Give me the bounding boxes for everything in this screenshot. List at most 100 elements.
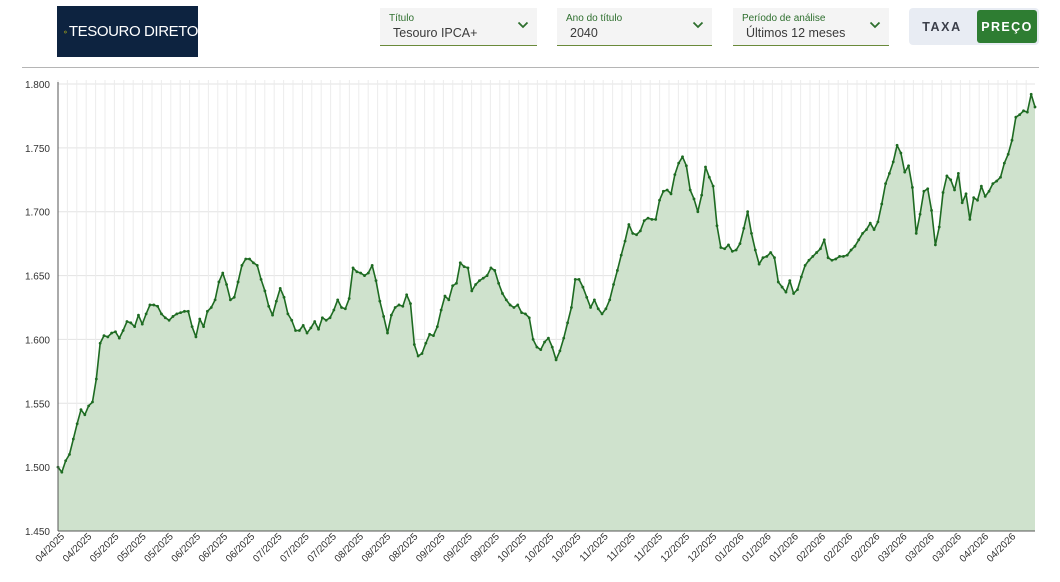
data-point bbox=[271, 313, 274, 317]
data-point bbox=[914, 232, 918, 235]
data-point bbox=[255, 263, 259, 267]
data-point bbox=[646, 216, 650, 220]
data-point bbox=[167, 318, 171, 322]
data-point bbox=[987, 189, 991, 193]
titulo-select-label: Título bbox=[389, 13, 415, 24]
ano-titulo-select[interactable]: Ano do título 2040 bbox=[557, 8, 712, 46]
data-point bbox=[1006, 152, 1010, 156]
data-point bbox=[206, 309, 209, 313]
data-point bbox=[301, 323, 305, 327]
data-point bbox=[991, 182, 995, 186]
data-point bbox=[175, 312, 179, 316]
tesouro-direto-logo[interactable]: TESOURO DIRETO bbox=[57, 6, 198, 57]
tesouro-direto-emblem-icon bbox=[64, 30, 67, 33]
data-point bbox=[650, 217, 654, 221]
data-point bbox=[370, 263, 374, 267]
data-point bbox=[570, 306, 573, 309]
taxa-preco-toggle[interactable]: TAXA PREÇO bbox=[909, 8, 1039, 45]
data-point bbox=[918, 212, 922, 216]
y-tick-label: 1.550 bbox=[25, 399, 50, 410]
data-point bbox=[309, 326, 313, 330]
header-divider bbox=[22, 67, 1039, 68]
data-point bbox=[171, 315, 175, 318]
data-point bbox=[845, 253, 849, 257]
data-point bbox=[550, 345, 554, 349]
data-point bbox=[960, 201, 964, 205]
data-point bbox=[455, 281, 458, 285]
data-point bbox=[819, 247, 822, 251]
data-point bbox=[156, 304, 160, 308]
data-point bbox=[232, 295, 236, 299]
preco-toggle-button[interactable]: PREÇO bbox=[977, 10, 1037, 43]
data-point bbox=[409, 302, 412, 306]
data-point bbox=[562, 336, 566, 340]
data-point bbox=[891, 160, 895, 164]
taxa-toggle-button[interactable]: TAXA bbox=[922, 19, 962, 34]
data-point bbox=[964, 192, 968, 196]
data-point bbox=[412, 343, 416, 346]
data-point bbox=[865, 228, 868, 231]
data-point bbox=[259, 278, 263, 281]
data-point bbox=[999, 175, 1002, 179]
data-point bbox=[615, 269, 619, 272]
data-point bbox=[366, 271, 370, 275]
data-point bbox=[516, 303, 520, 307]
data-point bbox=[374, 279, 378, 283]
data-point bbox=[64, 459, 68, 463]
data-point bbox=[347, 297, 351, 300]
data-point bbox=[202, 325, 205, 329]
data-point bbox=[313, 320, 317, 323]
data-point bbox=[619, 253, 623, 257]
y-tick-label: 1.800 bbox=[25, 80, 50, 91]
data-point bbox=[252, 261, 255, 265]
periodo-analise-select-value: Últimos 12 meses bbox=[746, 26, 846, 40]
data-point bbox=[907, 164, 910, 168]
x-tick-label: 04/2026 bbox=[985, 531, 1019, 565]
data-point bbox=[75, 422, 79, 426]
data-point bbox=[723, 247, 727, 251]
data-point bbox=[363, 274, 366, 277]
data-point bbox=[493, 269, 497, 272]
data-point bbox=[424, 341, 428, 345]
data-point bbox=[807, 258, 811, 262]
data-point bbox=[340, 306, 343, 309]
y-tick-label: 1.450 bbox=[25, 527, 50, 538]
periodo-analise-select[interactable]: Período de análise Últimos 12 meses bbox=[733, 8, 889, 46]
data-point bbox=[849, 248, 853, 252]
data-point bbox=[432, 334, 435, 337]
data-point bbox=[792, 292, 796, 295]
data-point bbox=[183, 309, 186, 313]
data-point bbox=[179, 311, 183, 315]
data-point bbox=[826, 256, 830, 260]
data-point bbox=[386, 331, 389, 335]
titulo-select[interactable]: Título Tesouro IPCA+ bbox=[380, 8, 537, 46]
data-point bbox=[773, 256, 776, 260]
data-point bbox=[853, 244, 857, 248]
data-point bbox=[512, 306, 516, 309]
data-point bbox=[995, 179, 999, 183]
data-point bbox=[225, 283, 228, 286]
data-point bbox=[554, 358, 558, 362]
data-point bbox=[524, 312, 527, 316]
data-point bbox=[305, 331, 309, 335]
data-point bbox=[1029, 92, 1033, 96]
data-point bbox=[416, 354, 420, 358]
data-point bbox=[443, 294, 447, 298]
data-point bbox=[976, 198, 979, 202]
data-point bbox=[478, 279, 481, 283]
data-point bbox=[359, 271, 363, 275]
data-point bbox=[221, 271, 225, 275]
data-point bbox=[815, 251, 819, 254]
data-point bbox=[240, 263, 244, 267]
data-point bbox=[290, 318, 294, 322]
data-point bbox=[876, 220, 880, 224]
data-point bbox=[784, 290, 788, 294]
data-point bbox=[68, 452, 71, 456]
data-point bbox=[715, 224, 719, 228]
data-point bbox=[79, 408, 83, 412]
data-point bbox=[531, 338, 535, 341]
data-point bbox=[746, 210, 750, 214]
titulo-select-value: Tesouro IPCA+ bbox=[393, 26, 478, 40]
data-point bbox=[117, 336, 121, 340]
data-point bbox=[926, 187, 930, 191]
